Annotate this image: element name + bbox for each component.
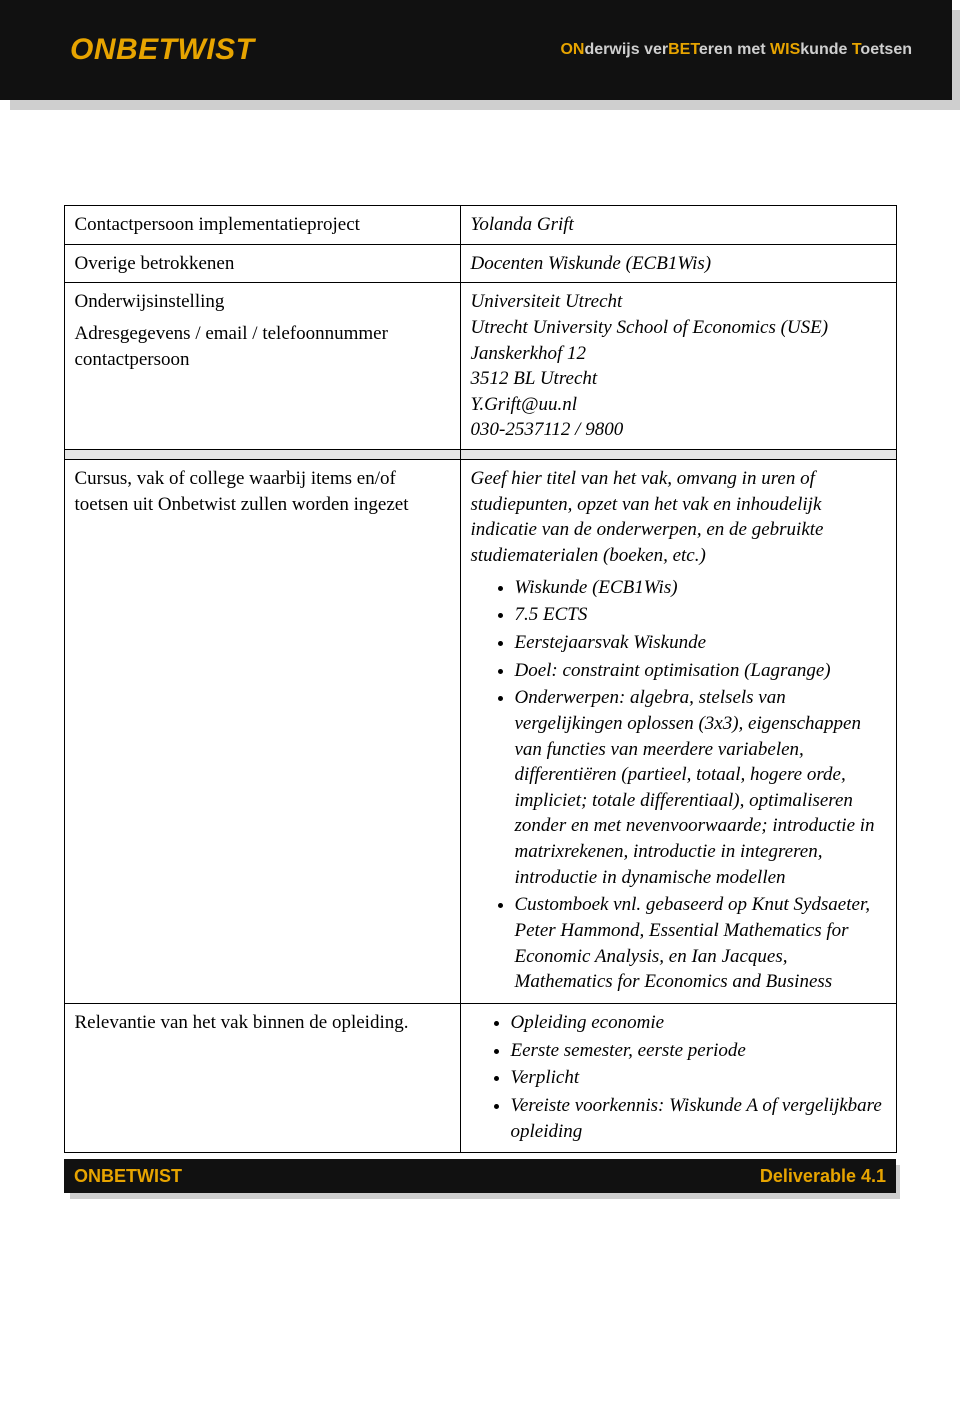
list-item: Opleiding economie xyxy=(511,1010,886,1036)
text-line: 3512 BL Utrecht xyxy=(471,366,886,392)
table-row: Overige betrokkenen Docenten Wiskunde (E… xyxy=(64,244,896,283)
list-item: Eerste semester, eerste periode xyxy=(511,1038,886,1064)
cell-right: Universiteit Utrecht Utrecht University … xyxy=(460,283,896,450)
list-item: Customboek vnl. gebaseerd op Knut Sydsae… xyxy=(515,892,886,995)
text-line: Janskerkhof 12 xyxy=(471,341,886,367)
footer-right: Deliverable 4.1 xyxy=(760,1166,886,1187)
bullet-list: Opleiding economie Eerste semester, eers… xyxy=(471,1010,886,1144)
list-item: 7.5 ECTS xyxy=(515,602,886,628)
intro-text: Geef hier titel van het vak, omvang in u… xyxy=(471,466,886,569)
table-row: Contactpersoon implementatieproject Yola… xyxy=(64,206,896,245)
table-row: Onderwijsinstelling Adresgegevens / emai… xyxy=(64,283,896,450)
text-line: Adresgegevens / email / telefoonnummer c… xyxy=(75,321,450,372)
spacer-cell xyxy=(460,450,896,460)
text-line: Y.Grift@uu.nl xyxy=(471,392,886,418)
cell-left: Relevantie van het vak binnen de opleidi… xyxy=(64,1003,460,1152)
banner-subtitle: ONderwijs verBETeren met WISkunde Toetse… xyxy=(560,41,912,59)
list-item: Vereiste voorkennis: Wiskunde A of verge… xyxy=(511,1093,886,1144)
cell-left: Cursus, vak of college waarbij items en/… xyxy=(64,460,460,1004)
page: ONBETWIST ONderwijs verBETeren met WISku… xyxy=(0,0,960,1425)
list-item: Doel: constraint optimisation (Lagrange) xyxy=(515,658,886,684)
table-row: Relevantie van het vak binnen de opleidi… xyxy=(64,1003,896,1152)
cell-left: Contactpersoon implementatieproject xyxy=(64,206,460,245)
cell-left: Onderwijsinstelling Adresgegevens / emai… xyxy=(64,283,460,450)
list-item: Eerstejaarsvak Wiskunde xyxy=(515,630,886,656)
banner-title: ONBETWIST xyxy=(70,33,255,67)
cell-right: Docenten Wiskunde (ECB1Wis) xyxy=(460,244,896,283)
footer-bar: ONBETWIST Deliverable 4.1 xyxy=(64,1159,896,1193)
spacer-cell xyxy=(64,450,460,460)
content-table: Contactpersoon implementatieproject Yola… xyxy=(64,205,897,1153)
text-line: Universiteit Utrecht xyxy=(471,289,886,315)
footer-left: ONBETWIST xyxy=(74,1166,182,1187)
cell-right: Geef hier titel van het vak, omvang in u… xyxy=(460,460,896,1004)
cell-right: Opleiding economie Eerste semester, eers… xyxy=(460,1003,896,1152)
cell-left: Overige betrokkenen xyxy=(64,244,460,283)
text-line: 030-2537112 / 9800 xyxy=(471,417,886,443)
banner: ONBETWIST ONderwijs verBETeren met WISku… xyxy=(0,0,952,100)
header-banner: ONBETWIST ONderwijs verBETeren met WISku… xyxy=(0,0,960,110)
text-line: Utrecht University School of Economics (… xyxy=(471,315,886,341)
footer-banner: ONBETWIST Deliverable 4.1 xyxy=(64,1159,896,1203)
list-item: Onderwerpen: algebra, stelsels van verge… xyxy=(515,685,886,890)
list-item: Wiskunde (ECB1Wis) xyxy=(515,575,886,601)
bullet-list: Wiskunde (ECB1Wis) 7.5 ECTS Eerstejaarsv… xyxy=(471,575,886,995)
cell-right: Yolanda Grift xyxy=(460,206,896,245)
text-line: Onderwijsinstelling xyxy=(75,289,450,315)
spacer-row xyxy=(64,450,896,460)
table-row: Cursus, vak of college waarbij items en/… xyxy=(64,460,896,1004)
list-item: Verplicht xyxy=(511,1065,886,1091)
